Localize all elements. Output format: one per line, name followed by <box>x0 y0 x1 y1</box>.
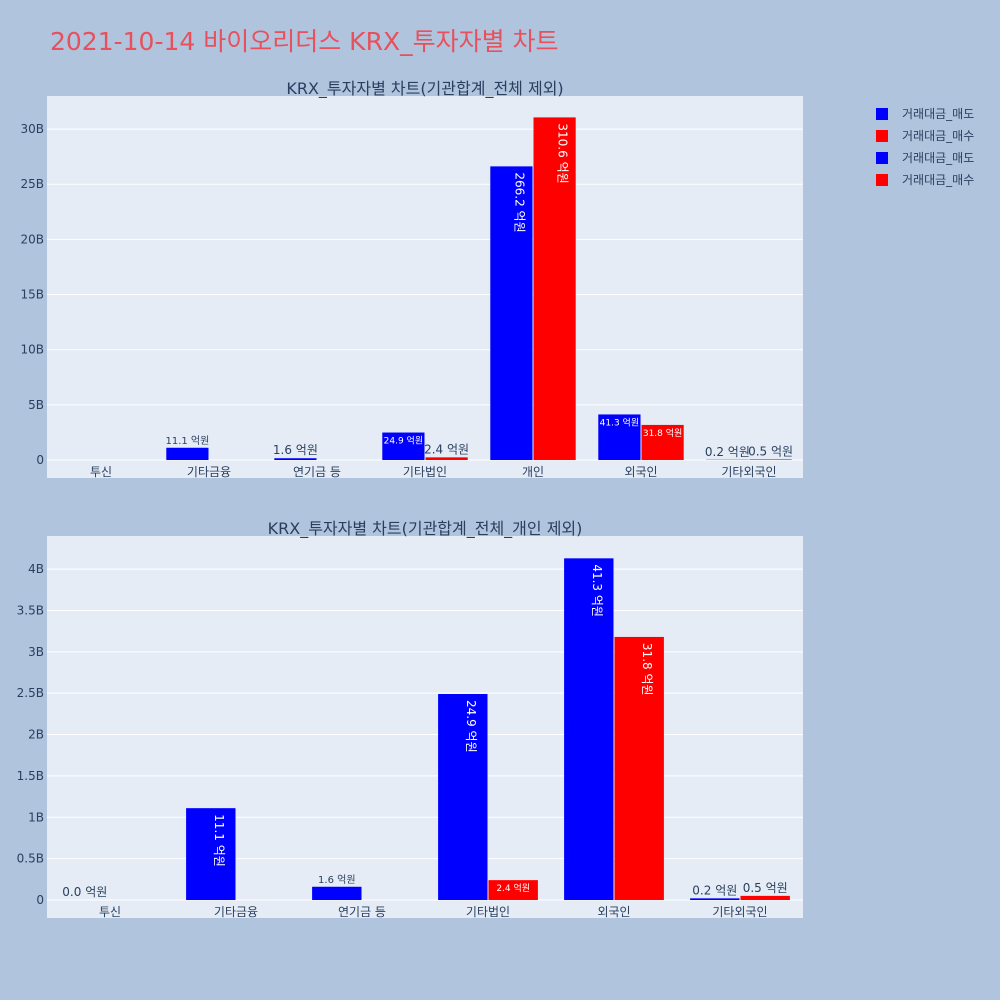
data-label: 1.6 억원 <box>273 443 318 457</box>
legend-item: 거래대금_매수 <box>902 173 974 187</box>
y-tick-label: 1B <box>28 810 44 824</box>
data-label: 2.4 억원 <box>424 442 469 456</box>
chart-title: KRX_투자자별 차트(기관합계_전체 제외) <box>286 79 563 99</box>
data-label: 0.0 억원 <box>62 885 107 899</box>
x-tick-label: 기타금융 <box>187 465 231 479</box>
data-label: 0.5 억원 <box>748 444 793 458</box>
x-tick-label: 연기금 등 <box>338 905 386 919</box>
data-label: 1.6 억원 <box>318 874 355 886</box>
y-tick-label: 10B <box>20 343 44 357</box>
bar <box>488 880 538 900</box>
legend-item: 거래대금_매도 <box>902 151 974 165</box>
bar <box>438 694 488 900</box>
chart-panel-1: 0 5B 10B 15B 20B 25B 30B KRX_투자자별 차트(기관합계_전체 제외… <box>20 79 803 479</box>
y-tick-label: 30B <box>20 122 44 136</box>
y-tick-label: 20B <box>20 232 44 246</box>
data-label: 2.4 억원 <box>496 882 530 894</box>
data-label: 24.9 억원 <box>464 700 478 753</box>
x-tick-label: 개인 <box>522 465 544 479</box>
data-label: 41.3 억원 <box>590 564 604 617</box>
y-tick-label: 5B <box>28 398 44 412</box>
y-tick-label: 15B <box>20 288 44 302</box>
x-tick-label: 투신 <box>99 905 121 919</box>
data-label: 0.2 억원 <box>692 883 737 897</box>
data-label: 266.2 억원 <box>512 172 526 232</box>
bar <box>740 895 790 900</box>
bar <box>425 457 468 460</box>
legend-swatch <box>876 130 888 142</box>
page-title: 2021-10-14 바이오리더스 KRX_투자자별 차트 <box>50 27 559 56</box>
plot-area <box>47 96 803 478</box>
x-tick-label: 기타금융 <box>214 905 258 919</box>
y-tick-label: 4B <box>28 562 44 576</box>
y-tick-label: 2B <box>28 728 44 742</box>
x-tick-label: 연기금 등 <box>293 465 341 479</box>
y-tick-label: 0 <box>36 893 44 907</box>
bar <box>614 636 664 900</box>
data-label: 31.8 억원 <box>640 643 654 696</box>
data-label: 11.1 억원 <box>212 814 226 867</box>
x-tick-label: 기타외국인 <box>721 465 776 479</box>
x-tick-label: 투신 <box>90 465 112 479</box>
y-tick-label: 3.5B <box>17 603 44 617</box>
y-tick-label: 1.5B <box>17 769 44 783</box>
bar <box>312 886 362 900</box>
legend-swatch <box>876 152 888 164</box>
data-label: 0.2 억원 <box>705 445 750 459</box>
chart-panel-2: 0 0.5B 1B 1.5B 2B 2.5B 3B 3.5B 4B KRX_투자자별 차트(기관합… <box>17 519 803 919</box>
bar <box>166 447 209 460</box>
bar <box>564 558 614 900</box>
bar <box>274 458 317 460</box>
data-label: 11.1 억원 <box>165 435 209 447</box>
bar <box>749 459 792 460</box>
legend-item: 거래대금_매수 <box>902 129 974 143</box>
y-tick-label: 2.5B <box>17 686 44 700</box>
y-tick-label: 3B <box>28 645 44 659</box>
bar <box>490 166 533 460</box>
data-label: 0.5 억원 <box>743 881 788 895</box>
legend-item: 거래대금_매도 <box>902 107 974 121</box>
bar <box>382 432 425 460</box>
bar <box>598 414 641 460</box>
x-tick-label: 외국인 <box>597 905 630 919</box>
x-tick-label: 기타외국인 <box>712 905 767 919</box>
y-tick-label: 0 <box>36 453 44 467</box>
x-tick-label: 기타법인 <box>466 905 510 919</box>
data-label: 24.9 억원 <box>384 435 423 447</box>
data-label: 31.8 억원 <box>643 427 682 439</box>
legend-swatch <box>876 174 888 186</box>
x-tick-label: 기타법인 <box>403 465 447 479</box>
data-label: 41.3 억원 <box>600 416 639 428</box>
y-tick-label: 25B <box>20 177 44 191</box>
x-tick-label: 외국인 <box>624 465 657 479</box>
bar <box>641 424 684 460</box>
plot-area <box>47 536 803 918</box>
legend-swatch <box>876 108 888 120</box>
bar <box>533 117 576 460</box>
bar <box>186 808 236 900</box>
chart-title: KRX_투자자별 차트(기관합계_전체_개인 제외) <box>268 519 583 539</box>
y-tick-label: 0.5B <box>17 852 44 866</box>
bar <box>690 898 740 900</box>
data-label: 310.6 억원 <box>556 123 570 183</box>
